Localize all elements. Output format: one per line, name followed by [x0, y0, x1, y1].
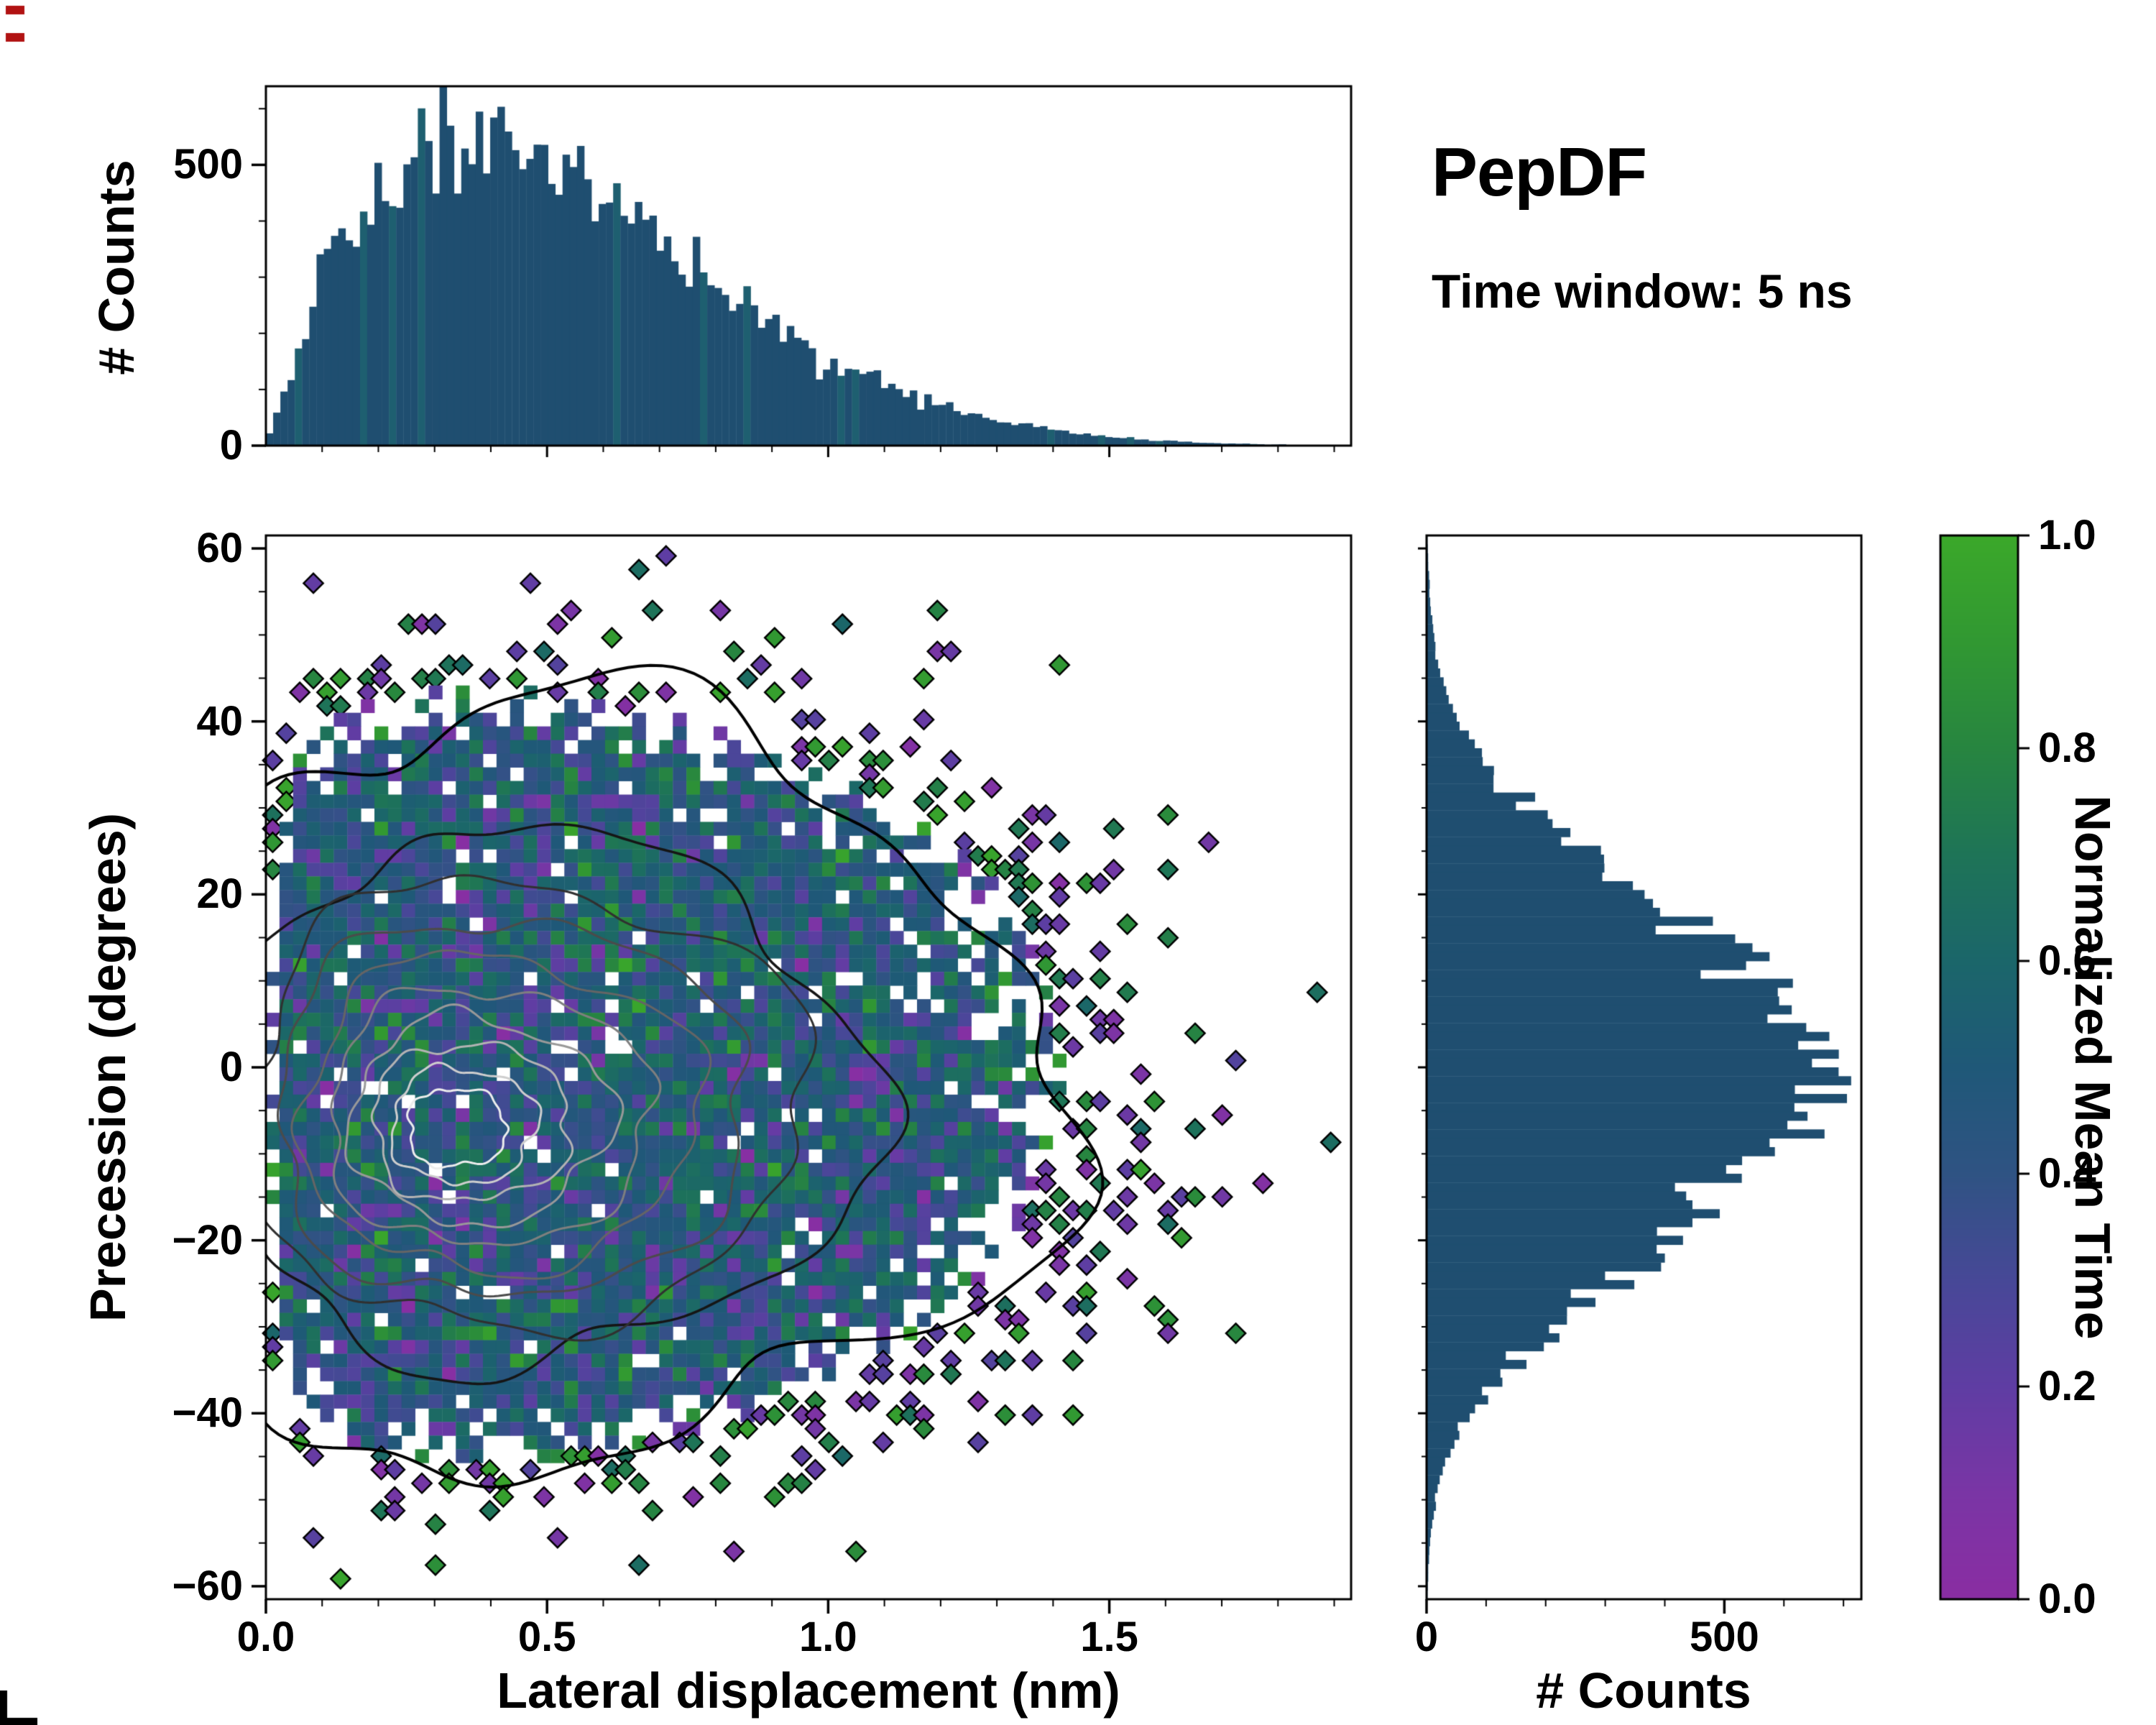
colorbar-tick-label: 0.4	[2038, 1150, 2096, 1197]
main-x-tick-label: 1.5	[1080, 1614, 1138, 1660]
main-y-tick-label: 20	[196, 870, 243, 918]
top-hist-ylabel: # Counts	[88, 160, 144, 375]
main-y-tick-label: −60	[172, 1562, 243, 1609]
main-y-tick-label: −40	[172, 1389, 243, 1437]
main-y-tick-label: 0	[219, 1044, 243, 1090]
main-y-tick-label: 40	[196, 697, 243, 745]
colorbar-tick-label: 0.8	[2038, 724, 2096, 771]
colorbar-label: Normalized Mean Time	[2065, 795, 2121, 1340]
top-hist-y-tick-label: 0	[219, 422, 243, 469]
colorbar-tick-label: 0.6	[2038, 937, 2096, 984]
main-x-tick-label: 1.0	[799, 1614, 857, 1660]
main-y-tick-label: 60	[196, 525, 243, 572]
main-y-tick-label: −20	[172, 1216, 243, 1264]
main-ylabel: Precession (degrees)	[80, 812, 136, 1322]
main-xlabel: Lateral displacement (nm)	[497, 1662, 1120, 1719]
colorbar-tick-label: 0.0	[2038, 1576, 2096, 1622]
right-hist-x-tick-label: 500	[1689, 1614, 1759, 1660]
main-x-tick-label: 0.0	[236, 1614, 295, 1660]
plot-title: PepDF	[1432, 134, 1647, 211]
right-hist-x-tick-label: 0	[1414, 1614, 1439, 1660]
colorbar-tick-label: 1.0	[2038, 512, 2096, 558]
colorbar-tick-label: 0.2	[2038, 1363, 2096, 1409]
top-hist-y-tick-label: 500	[173, 141, 243, 188]
right-hist-xlabel: # Counts	[1536, 1662, 1751, 1719]
plot-subtitle: Time window: 5 ns	[1432, 264, 1853, 318]
main-x-tick-label: 0.5	[517, 1614, 576, 1660]
